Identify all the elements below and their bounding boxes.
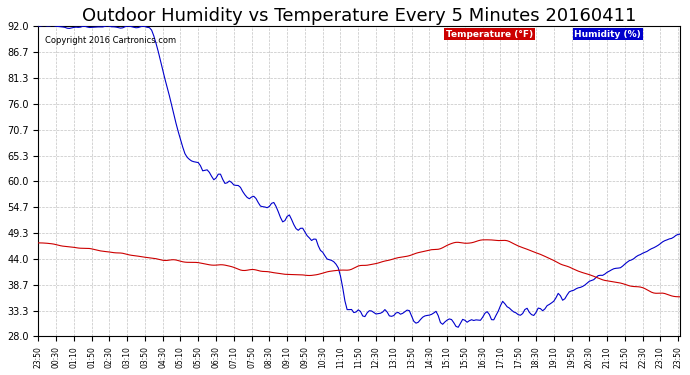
Text: Copyright 2016 Cartronics.com: Copyright 2016 Cartronics.com [45, 36, 176, 45]
Text: Humidity (%): Humidity (%) [575, 30, 641, 39]
Title: Outdoor Humidity vs Temperature Every 5 Minutes 20160411: Outdoor Humidity vs Temperature Every 5 … [82, 7, 637, 25]
Text: Temperature (°F): Temperature (°F) [446, 30, 533, 39]
